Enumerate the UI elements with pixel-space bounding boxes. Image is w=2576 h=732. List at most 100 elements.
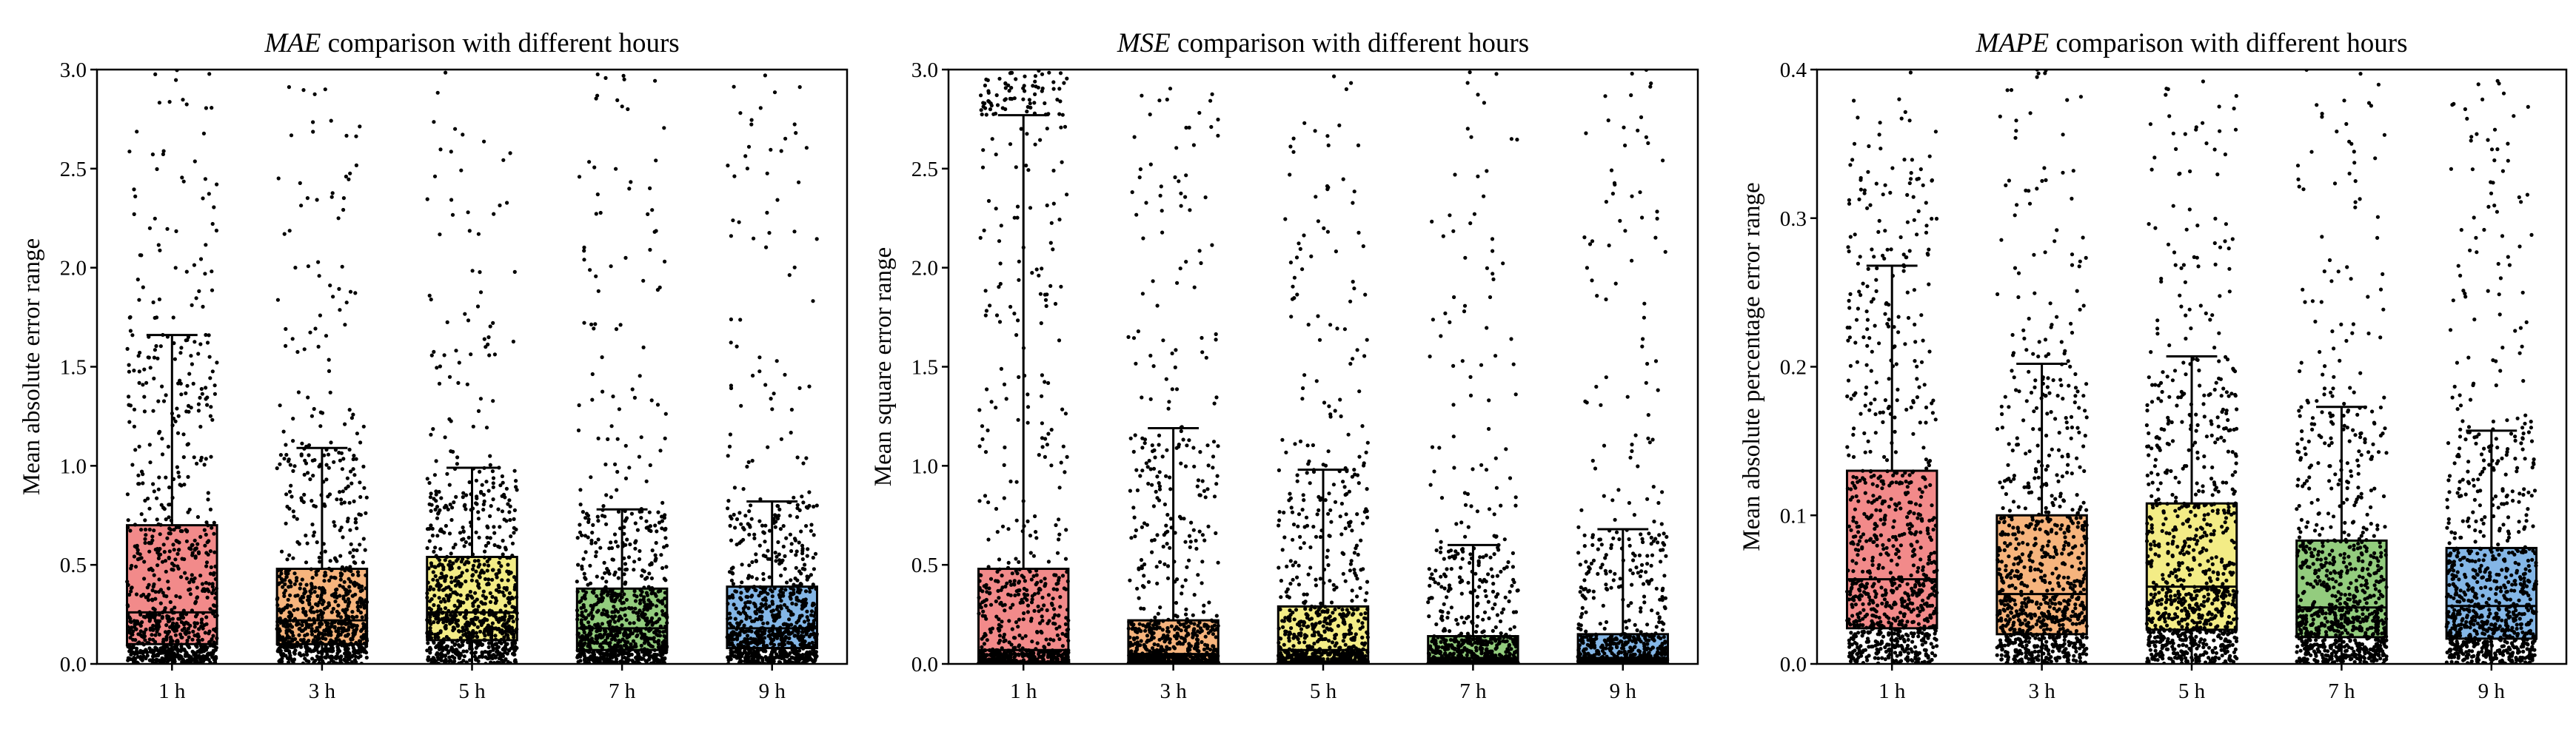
data-point [598,545,603,550]
data-point [342,580,347,584]
data-point [326,452,331,457]
data-point [465,382,469,386]
data-point [318,625,322,629]
data-point [785,605,789,610]
data-point [296,390,301,394]
data-point [809,523,814,527]
data-point [431,656,435,660]
data-point [792,265,797,269]
data-point [454,494,458,500]
data-point [778,605,783,609]
data-point [810,603,814,608]
data-point [287,568,292,572]
data-point [305,196,310,201]
data-point [455,462,460,466]
data-point [462,615,466,619]
data-point [783,588,788,592]
data-point [435,582,440,587]
data-point [632,395,638,400]
data-point [362,486,367,490]
data-point [336,216,341,221]
data-point [339,501,344,506]
data-point [315,568,321,573]
data-point [461,132,465,137]
data-point [329,575,333,580]
data-point [781,641,786,645]
data-point [508,630,512,634]
data-point [746,460,751,465]
data-point [787,658,792,662]
data-point [487,557,492,561]
data-point [133,448,138,452]
data-point [174,594,178,599]
data-point [328,283,332,288]
data-point [507,498,512,503]
data-point [579,618,584,622]
data-point [809,573,813,577]
data-point [770,659,775,664]
data-point [458,531,463,535]
data-point [804,524,809,528]
data-point [187,588,191,592]
data-point [622,572,626,577]
data-point [758,497,763,502]
data-point [138,633,143,637]
data-point [318,560,322,564]
data-point [312,406,316,412]
data-point [167,100,172,104]
data-point [591,651,595,655]
data-point [578,523,582,527]
data-point [429,353,434,357]
data-point [498,617,502,621]
data-point [162,659,167,664]
data-point [358,596,363,601]
data-point [155,167,159,172]
data-point [660,656,664,661]
data-point [661,630,666,634]
data-point [143,537,147,541]
data-point [157,475,161,480]
data-point [162,507,167,511]
data-point [633,606,638,611]
data-point [179,642,184,647]
data-point [612,532,618,537]
data-point [171,543,175,547]
data-point [487,613,492,617]
data-point [1021,346,1026,350]
data-point [625,633,629,638]
data-point [293,648,298,653]
data-point [364,629,369,634]
data-point [448,560,452,564]
data-point [1032,101,1037,105]
data-point [454,349,458,353]
data-point [161,543,166,547]
data-point [987,586,991,591]
data-point [445,554,449,560]
data-point [167,503,172,507]
data-point [312,457,317,463]
data-point [292,651,297,656]
data-point [763,73,767,78]
data-point [210,591,215,596]
data-point [761,577,766,582]
data-point [605,610,609,614]
data-point [773,525,777,529]
data-point [603,75,608,80]
data-point [433,507,438,512]
data-point [638,374,642,378]
data-point [623,640,629,645]
data-point [358,611,363,615]
data-point [364,495,369,500]
data-point [1057,625,1062,629]
data-point [344,300,349,305]
data-point [491,320,495,325]
data-point [750,594,755,598]
data-point [465,560,469,564]
data-point [769,397,773,401]
data-point [1025,132,1029,136]
data-point [1053,613,1057,617]
data-point [765,171,769,175]
data-point [767,575,772,580]
data-point [757,369,762,374]
data-point [609,545,615,551]
